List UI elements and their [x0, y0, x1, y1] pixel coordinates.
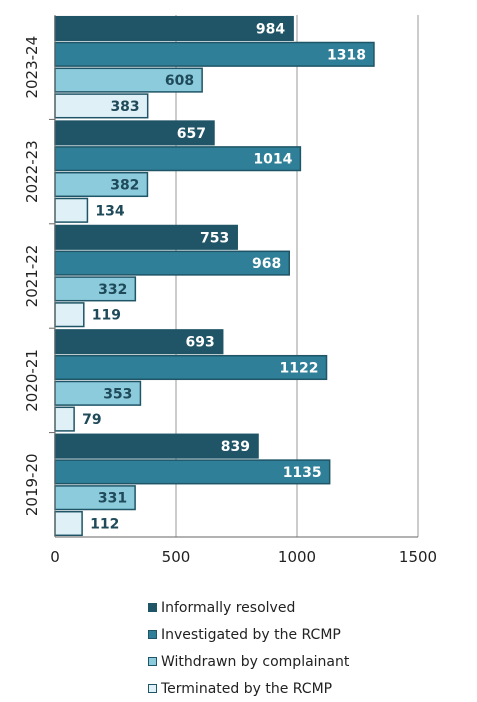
data-label-2019-20-3: 112	[90, 517, 119, 533]
data-label-2022-23-0: 657	[177, 126, 206, 142]
category-label-2020-21: 2020-21	[23, 349, 41, 412]
data-label-2023-24-3: 383	[110, 99, 139, 115]
data-label-2022-23-1: 1014	[253, 152, 292, 168]
data-label-2021-22-3: 119	[92, 308, 121, 324]
legend-item-0: Informally resolved	[148, 594, 349, 621]
data-label-2020-21-2: 353	[103, 386, 132, 402]
legend-swatch-3	[148, 684, 157, 693]
legend-label-2: Withdrawn by complainant	[161, 653, 350, 670]
data-label-2023-24-1: 1318	[327, 47, 366, 63]
gridlines	[175, 15, 419, 537]
data-label-2019-20-0: 839	[221, 439, 250, 455]
legend-label-0: Informally resolved	[161, 599, 296, 616]
bar-2019-20-3	[54, 510, 83, 537]
data-label-2021-22-1: 968	[252, 256, 281, 272]
x-tick-label-2: 1000	[278, 548, 316, 566]
bars: 984 1318 608 383 657 1014 382 134 753 968 332 119 69…	[54, 15, 375, 537]
category-label-2021-22: 2021-22	[23, 245, 41, 308]
x-tick-label-1: 500	[162, 548, 191, 566]
data-label-2022-23-2: 382	[110, 178, 139, 194]
data-label-2019-20-1: 1135	[283, 465, 322, 481]
category-label-2022-23: 2022-23	[23, 140, 41, 203]
bar-chart: 984 1318 608 383 657 1014 382 134 753 968 332 119 69…	[23, 15, 437, 566]
x-tick-label-3: 1500	[399, 548, 437, 566]
bar-2022-23-3	[54, 197, 89, 223]
data-label-2023-24-2: 608	[165, 73, 194, 89]
legend-swatch-2	[148, 657, 157, 666]
x-tick-label-0: 0	[50, 548, 60, 566]
category-label-2023-24: 2023-24	[23, 36, 41, 99]
legend-label-3: Terminated by the RCMP	[161, 680, 333, 697]
axes: 2023-24 2022-23 2021-22 2020-21 2019-20 0 500 1…	[23, 15, 437, 566]
data-label-2021-22-2: 332	[98, 282, 127, 298]
bar-2021-22-3	[54, 302, 85, 328]
data-label-2020-21-0: 693	[185, 335, 214, 351]
data-label-2020-21-1: 1122	[280, 361, 319, 377]
legend-swatch-1	[148, 630, 157, 639]
category-label-2019-20: 2019-20	[23, 453, 41, 516]
data-label-2022-23-3: 134	[95, 203, 124, 219]
legend: Informally resolved Investigated by the R…	[148, 594, 349, 702]
legend-item-3: Terminated by the RCMP	[148, 675, 349, 702]
data-label-2019-20-2: 331	[98, 491, 127, 507]
data-label-2020-21-3: 79	[82, 412, 101, 428]
legend-label-1: Investigated by the RCMP	[161, 626, 341, 643]
data-label-2023-24-0: 984	[256, 22, 285, 38]
legend-item-1: Investigated by the RCMP	[148, 621, 349, 648]
legend-swatch-0	[148, 603, 157, 612]
data-label-2021-22-0: 753	[200, 230, 229, 246]
bar-2020-21-3	[54, 406, 75, 432]
legend-item-2: Withdrawn by complainant	[148, 648, 349, 675]
